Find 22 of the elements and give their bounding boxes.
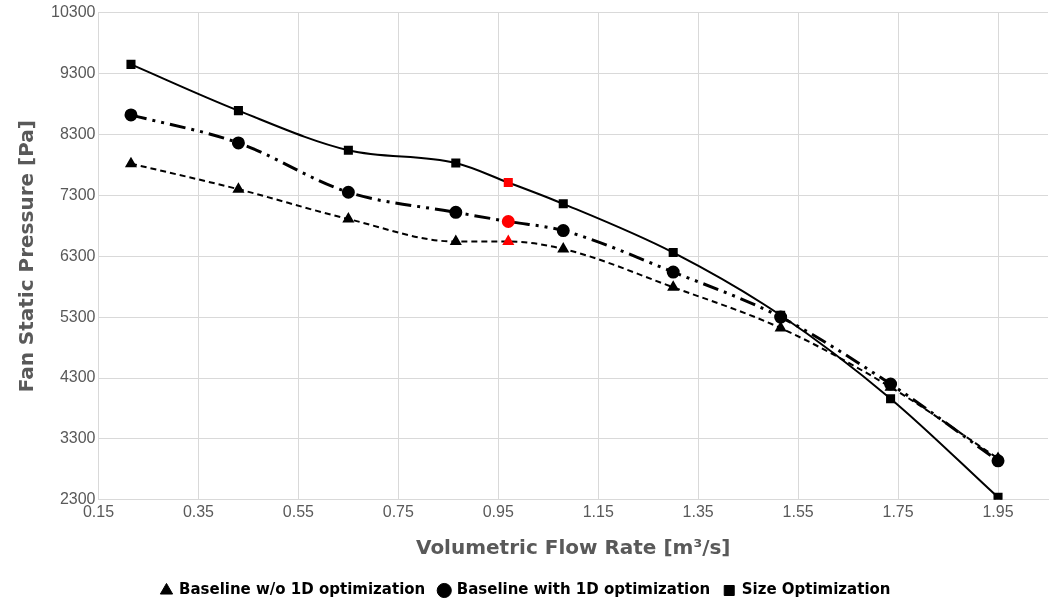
y-axis-title: Fan Static Pressure [Pa] bbox=[14, 120, 39, 393]
legend-label: Baseline with 1D optimization bbox=[456, 580, 711, 599]
x-tick-label: 1.55 bbox=[782, 502, 814, 520]
y-tick-label: 7300 bbox=[59, 185, 96, 203]
y-tick-label: 3300 bbox=[59, 429, 96, 447]
x-tick-label: 0.55 bbox=[282, 502, 315, 520]
legend-label: Baseline w/o 1D optimization bbox=[178, 580, 426, 599]
x-tick-label: 0.95 bbox=[482, 502, 514, 520]
x-tick-label: 1.95 bbox=[982, 502, 1014, 520]
legend-label: Size Optimization bbox=[741, 580, 891, 599]
y-tick-label: 10300 bbox=[50, 3, 96, 21]
y-tick-label: 9300 bbox=[59, 63, 96, 81]
y-tick-label: 5300 bbox=[59, 307, 96, 325]
y-tick-label: 6300 bbox=[59, 246, 96, 264]
x-tick-label: 1.75 bbox=[882, 502, 914, 520]
x-tick-label: 1.35 bbox=[682, 502, 714, 520]
y-tick-label: 4300 bbox=[59, 368, 96, 386]
x-tick-label: 0.35 bbox=[182, 502, 215, 520]
x-axis-title: Volumetric Flow Rate [m³/s] bbox=[416, 535, 731, 560]
x-tick-label: 1.15 bbox=[582, 502, 614, 520]
x-tick-label: 0.75 bbox=[382, 502, 415, 520]
y-tick-label: 8300 bbox=[59, 124, 96, 142]
